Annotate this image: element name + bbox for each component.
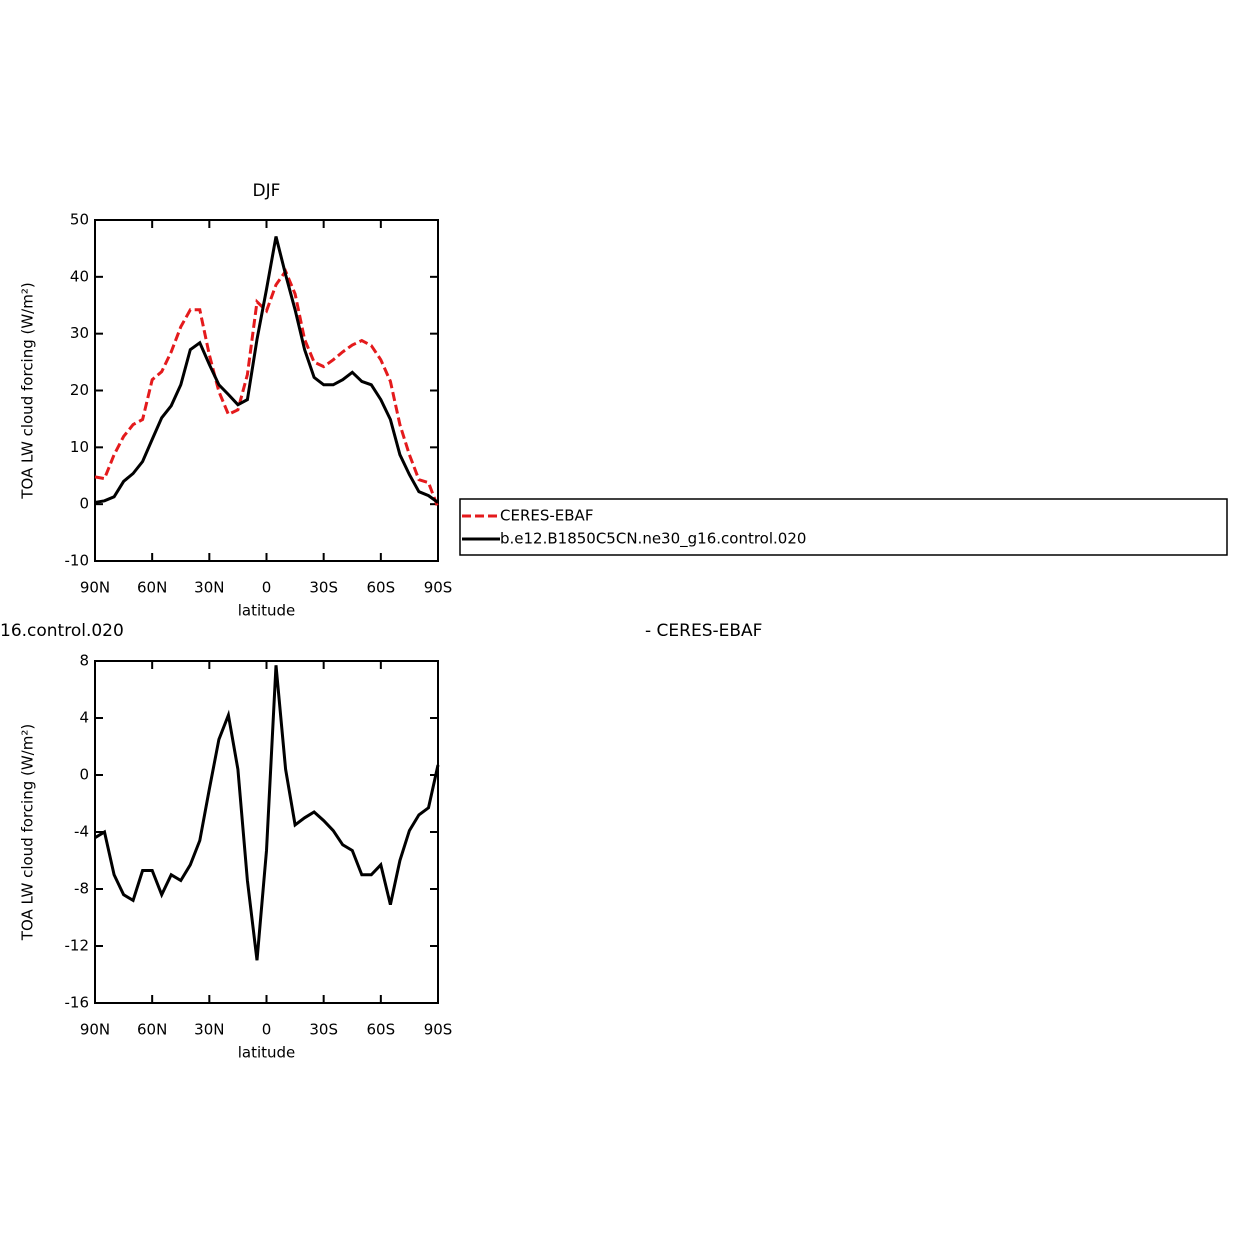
x-tick-label: 60S [367, 1021, 396, 1039]
y-tick-label: -16 [65, 994, 90, 1012]
y-tick-label: 0 [79, 766, 89, 784]
y-axis-label: TOA LW cloud forcing (W/m²) [19, 282, 37, 499]
y-tick-label: 30 [70, 324, 89, 342]
y-tick-label: -12 [65, 937, 90, 955]
x-axis-label: latitude [238, 1044, 296, 1062]
x-tick-label: 60N [137, 579, 167, 597]
x-tick-label: 90S [424, 579, 453, 597]
y-tick-label: 40 [70, 267, 89, 285]
y-tick-label: 0 [79, 495, 89, 513]
right-string: - CERES-EBAF [645, 621, 762, 641]
chart-title: DJF [253, 181, 281, 201]
y-axis-label: TOA LW cloud forcing (W/m²) [19, 724, 37, 941]
x-tick-label: 60S [367, 579, 396, 597]
x-tick-label: 90N [80, 1021, 110, 1039]
data-line [94, 236, 439, 504]
plot-frame [94, 219, 439, 562]
data-line [94, 665, 440, 961]
x-axis-label: latitude [238, 602, 296, 620]
data-line [94, 268, 440, 509]
legend-label: b.e12.B1850C5CN.ne30_g16.control.020 [500, 530, 806, 549]
x-tick-label: 0 [262, 579, 272, 597]
y-tick-label: 4 [79, 709, 89, 727]
legend: CERES-EBAF b.e12.B1850C5CN.ne30_g16.contr… [459, 498, 1228, 556]
x-tick-label: 30S [309, 1021, 338, 1039]
x-tick-label: 90N [80, 579, 110, 597]
y-tick-label: 20 [70, 381, 89, 399]
legend-box [459, 498, 1228, 556]
x-tick-label: 30S [309, 579, 338, 597]
x-tick-label: 90S [424, 1021, 453, 1039]
y-tick-label: -10 [65, 552, 90, 570]
y-tick-label: 50 [70, 211, 89, 229]
legend-label: CERES-EBAF [500, 507, 593, 525]
x-tick-label: 30N [194, 1021, 224, 1039]
x-tick-label: 0 [262, 1021, 272, 1039]
x-tick-label: 60N [137, 1021, 167, 1039]
y-tick-label: 10 [70, 438, 89, 456]
left-string: 16.control.020 [0, 621, 124, 641]
y-tick-label: 8 [79, 652, 89, 670]
y-tick-label: -4 [74, 823, 89, 841]
y-tick-label: -8 [74, 880, 89, 898]
x-tick-label: 30N [194, 579, 224, 597]
